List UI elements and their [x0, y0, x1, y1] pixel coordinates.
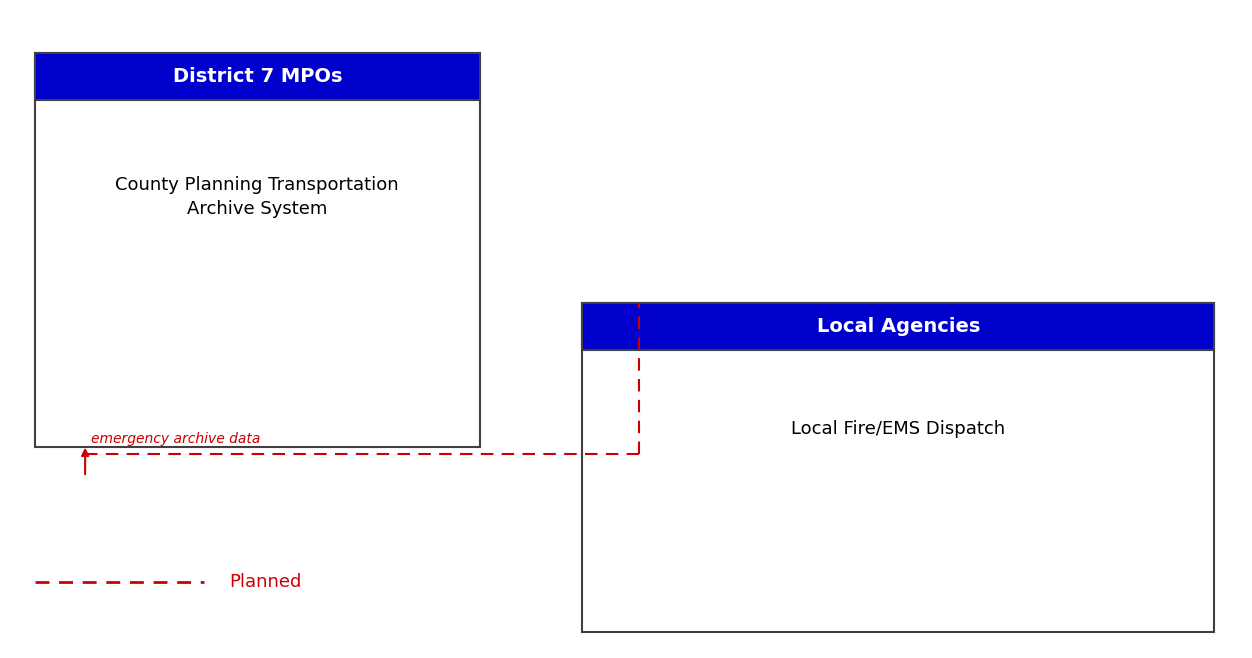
Text: Local Fire/EMS Dispatch: Local Fire/EMS Dispatch — [791, 420, 1005, 438]
Text: Planned: Planned — [229, 573, 302, 592]
Bar — [35, 53, 480, 447]
Text: Local Agencies: Local Agencies — [816, 317, 980, 336]
Text: District 7 MPOs: District 7 MPOs — [173, 67, 342, 86]
Bar — [35, 53, 480, 100]
Bar — [582, 303, 1214, 350]
Text: County Planning Transportation
Archive System: County Planning Transportation Archive S… — [115, 176, 399, 218]
Text: emergency archive data: emergency archive data — [91, 432, 260, 446]
Bar — [582, 303, 1214, 632]
